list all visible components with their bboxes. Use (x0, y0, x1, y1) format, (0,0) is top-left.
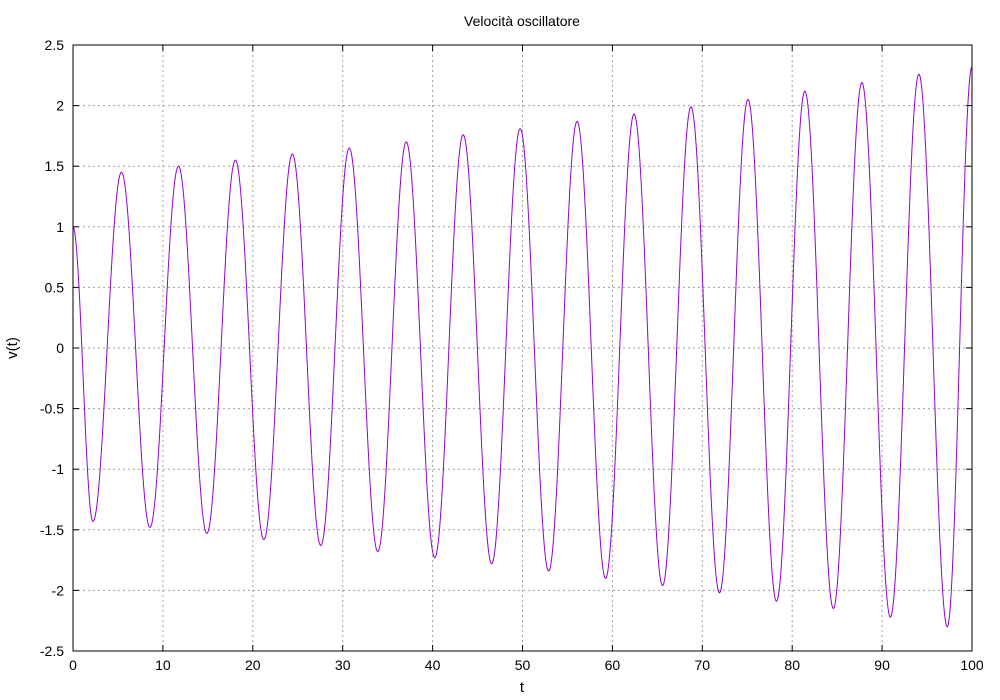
y-tick-label: 2.5 (45, 37, 65, 53)
chart-title: Velocità oscillatore (464, 13, 580, 29)
y-tick-label: -1.5 (40, 522, 64, 538)
x-tick-label: 80 (784, 657, 800, 673)
y-tick-label: 0.5 (45, 279, 65, 295)
x-tick-label: 40 (425, 657, 441, 673)
y-axis-label: v(t) (4, 337, 21, 359)
x-tick-label: 100 (960, 657, 984, 673)
tick-labels: 0 10 20 30 40 50 60 70 80 90 100 2.5 2 1.5 1 0.5 0 -0.5 -1… (40, 37, 984, 673)
x-tick-label: 70 (695, 657, 711, 673)
y-tick-label: 2 (56, 98, 64, 114)
y-tick-label: -0.5 (40, 401, 64, 417)
y-tick-label: 1.5 (45, 158, 65, 174)
y-tick-label: -2.5 (40, 643, 64, 659)
x-tick-label: 30 (335, 657, 351, 673)
x-tick-label: 20 (245, 657, 261, 673)
y-tick-label: -1 (52, 461, 65, 477)
x-tick-label: 50 (515, 657, 531, 673)
x-tick-label: 10 (155, 657, 171, 673)
x-axis-label: t (520, 679, 525, 696)
series-line (72, 66, 973, 628)
y-tick-label: 0 (56, 340, 64, 356)
x-tick-label: 0 (69, 657, 77, 673)
y-tick-label: 1 (56, 219, 64, 235)
x-tick-label: 60 (605, 657, 621, 673)
x-tick-label: 90 (874, 657, 890, 673)
y-tick-label: -2 (52, 582, 65, 598)
plot-frame (72, 44, 973, 652)
